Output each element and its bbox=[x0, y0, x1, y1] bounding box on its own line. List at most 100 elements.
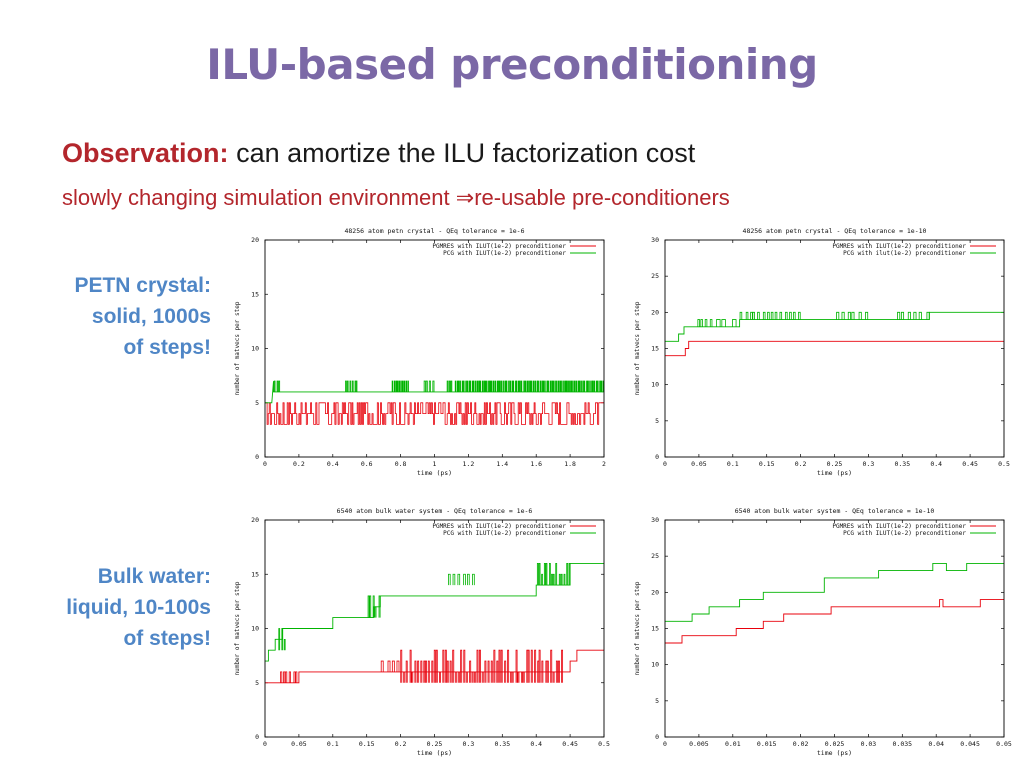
series-spike bbox=[561, 380, 563, 392]
series-line bbox=[265, 562, 604, 662]
series-spike bbox=[534, 380, 536, 392]
series-spike bbox=[468, 380, 471, 392]
series-spike bbox=[565, 380, 568, 392]
series-spike bbox=[767, 311, 770, 320]
legend-label: PGMRES with ILUT(1e-2) preconditioner bbox=[432, 523, 566, 530]
series-spike bbox=[474, 671, 477, 683]
x-tick-label: 0.6 bbox=[361, 460, 373, 468]
series-spike bbox=[405, 380, 408, 392]
series-spike bbox=[841, 311, 845, 320]
series-spike bbox=[452, 649, 455, 683]
series-spike bbox=[552, 671, 555, 683]
series-spike bbox=[411, 671, 414, 683]
series-spike bbox=[393, 380, 396, 392]
series-spike bbox=[541, 660, 544, 683]
y-tick-label: 25 bbox=[651, 272, 659, 280]
series-spike bbox=[396, 380, 399, 392]
series-spike bbox=[522, 671, 525, 683]
y-tick-label: 10 bbox=[651, 381, 659, 389]
series-spike bbox=[580, 380, 582, 392]
series-spike bbox=[582, 380, 584, 392]
y-tick-label: 0 bbox=[655, 733, 659, 741]
series-spike bbox=[507, 649, 510, 683]
series-spike bbox=[556, 380, 558, 392]
series-spike bbox=[467, 573, 470, 586]
series-spike bbox=[288, 671, 291, 683]
series-spike bbox=[476, 380, 479, 392]
x-tick-label: 0.8 bbox=[395, 460, 407, 468]
x-axis-label: time (ps) bbox=[417, 469, 452, 477]
x-tick-label: 0.35 bbox=[494, 740, 510, 748]
series-spike bbox=[551, 573, 553, 586]
series-spike bbox=[490, 660, 493, 683]
x-axis-label: time (ps) bbox=[417, 749, 452, 757]
series-spike bbox=[400, 380, 402, 392]
series-spike bbox=[479, 649, 481, 683]
y-tick-label: 20 bbox=[251, 236, 259, 244]
series-spike bbox=[278, 628, 281, 651]
series-spike bbox=[374, 606, 377, 618]
slide-title: ILU-based preconditioning bbox=[206, 40, 818, 89]
series-spike bbox=[721, 319, 726, 327]
series-spike bbox=[511, 671, 514, 683]
series-spike bbox=[593, 380, 596, 392]
series-spike bbox=[425, 380, 428, 392]
series-spike bbox=[469, 660, 472, 683]
series-spike bbox=[463, 649, 466, 683]
series-spike bbox=[793, 311, 796, 320]
x-tick-label: 0.05 bbox=[291, 740, 307, 748]
series-spike bbox=[492, 380, 495, 392]
series-spike bbox=[510, 671, 513, 683]
x-tick-label: 0.4 bbox=[327, 460, 339, 468]
series-spike bbox=[283, 638, 286, 651]
series-spike bbox=[398, 380, 401, 392]
series-spike bbox=[367, 595, 370, 618]
chart-water-1e-6: 6540 atom bulk water system - QEq tolera… bbox=[234, 507, 610, 757]
series-spike bbox=[536, 563, 539, 586]
series-spike bbox=[459, 380, 461, 392]
series-spike bbox=[501, 380, 503, 392]
series-spike bbox=[592, 380, 594, 392]
series-spike bbox=[496, 380, 499, 392]
plot-frame bbox=[264, 239, 605, 458]
series-spike bbox=[512, 380, 515, 392]
series-spike bbox=[745, 311, 749, 320]
series-spike bbox=[798, 311, 801, 320]
series-spike bbox=[428, 380, 431, 392]
x-tick-label: 0.01 bbox=[725, 740, 741, 748]
series-spike bbox=[283, 671, 286, 683]
y-axis-label: number of matvecs per step bbox=[634, 301, 641, 395]
series-spike bbox=[567, 380, 569, 392]
series-spike bbox=[449, 660, 452, 683]
series-spike bbox=[913, 311, 917, 320]
series-spike bbox=[549, 563, 551, 586]
series-spike bbox=[487, 660, 490, 683]
series-spike bbox=[558, 573, 561, 586]
series-spike bbox=[420, 660, 423, 683]
series-spike bbox=[372, 595, 375, 618]
series-spike bbox=[595, 380, 598, 392]
series-spike bbox=[554, 380, 556, 392]
series-spike bbox=[572, 380, 574, 392]
series-spike bbox=[530, 380, 533, 392]
observation-label: Observation: bbox=[62, 138, 229, 168]
series-spike bbox=[473, 380, 475, 392]
x-tick-label: 0.03 bbox=[861, 740, 877, 748]
series-spike bbox=[527, 649, 530, 683]
series-spike bbox=[546, 380, 548, 392]
petn-label-line: solid, 1000s bbox=[91, 305, 211, 328]
series-spike bbox=[697, 319, 700, 327]
x-tick-label: 0.2 bbox=[795, 460, 807, 468]
series-line bbox=[665, 562, 1004, 622]
water-label-line: of steps! bbox=[123, 627, 211, 650]
series-spike bbox=[552, 380, 554, 392]
series-spike bbox=[417, 660, 420, 683]
x-tick-label: 0.1 bbox=[327, 740, 339, 748]
series-spike bbox=[431, 660, 434, 683]
series-spike bbox=[446, 380, 449, 392]
x-tick-label: 0.05 bbox=[691, 460, 707, 468]
series-spike bbox=[401, 380, 404, 392]
series-spike bbox=[496, 660, 499, 683]
series-spike bbox=[750, 311, 753, 320]
x-tick-label: 1.6 bbox=[530, 460, 542, 468]
